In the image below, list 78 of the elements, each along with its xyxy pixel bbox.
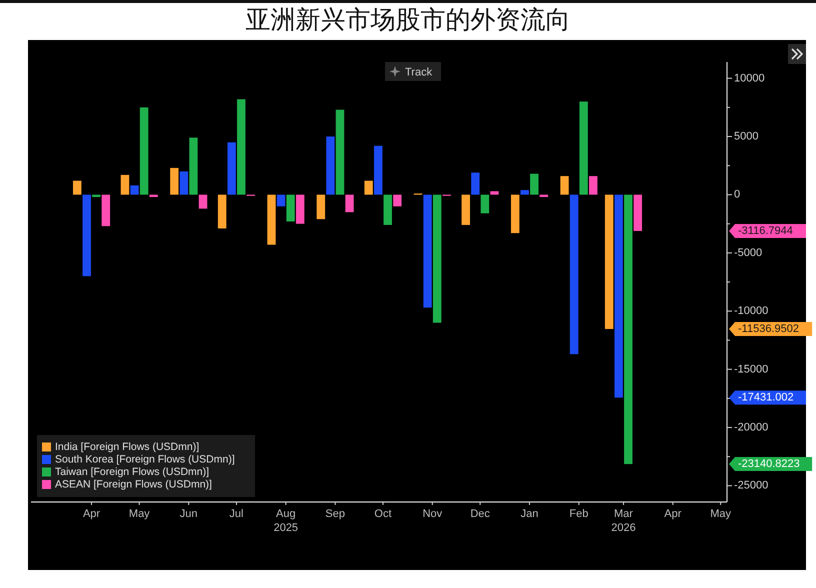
bar (326, 136, 335, 195)
bar (82, 194, 91, 276)
x-tick-label: Nov (422, 508, 443, 520)
bar (316, 194, 326, 220)
bar (237, 99, 246, 195)
x-tick-label: Apr (664, 508, 682, 520)
x-tick-label: Jun (180, 508, 198, 520)
bar (462, 194, 470, 225)
bar (170, 168, 179, 195)
x-tick-label: Sep (325, 508, 345, 520)
bar (604, 194, 614, 329)
bar (227, 142, 236, 195)
bar (72, 180, 82, 195)
bar (634, 194, 642, 231)
bar (589, 176, 598, 195)
bar (480, 194, 490, 214)
x-tick-label: Jan (520, 508, 538, 520)
legend-label: South Korea [Foreign Flows (USDmn)] (55, 454, 235, 466)
legend-label: ASEAN [Foreign Flows (USDmn)] (55, 478, 212, 490)
x-tick-label: Feb (569, 508, 588, 520)
text: -23140.8223 (738, 458, 800, 470)
x-tick-label: May (710, 508, 732, 520)
bar (92, 194, 101, 198)
bar (393, 194, 402, 206)
annotation: Track (405, 66, 433, 78)
bar (276, 194, 286, 206)
bar (490, 191, 499, 195)
legend-label: Taiwan [Foreign Flows (USDmn)] (55, 466, 210, 478)
y-tick-label: -20000 (734, 422, 768, 434)
bar (540, 194, 548, 198)
bar (130, 185, 139, 195)
y-tick-label: 5000 (734, 130, 758, 142)
text: -17431.002 (738, 392, 794, 404)
bar (520, 190, 529, 195)
bar (614, 194, 623, 398)
bar (510, 194, 520, 234)
bar (267, 194, 276, 245)
bar (384, 194, 392, 225)
legend-label: India [Foreign Flows (USDmn)] (55, 441, 200, 453)
bar (471, 172, 480, 195)
x-tick-label: Mar 2026 (611, 508, 636, 534)
bar (102, 194, 110, 226)
x-tick-label: Dec (470, 508, 490, 520)
y-tick-label: -15000 (734, 363, 768, 376)
bar (432, 194, 442, 323)
bar (336, 110, 344, 195)
x-tick-label: Apr (82, 508, 100, 520)
bar (423, 194, 432, 308)
x-tick-label: Oct (374, 508, 392, 520)
track-button: Track (385, 62, 441, 81)
y-tick-label: 10000 (734, 72, 765, 84)
x-tick-label: Jul (229, 508, 244, 520)
bar (198, 194, 208, 209)
bar (374, 146, 382, 195)
y-tick-label: -10000 (734, 305, 768, 318)
bar (180, 171, 188, 195)
y-tick-label: 0 (734, 188, 740, 201)
text: -3116.7944 (738, 224, 793, 237)
bar (189, 138, 198, 195)
bar (296, 194, 304, 224)
y-tick-label: -5000 (734, 246, 762, 259)
bar (560, 176, 569, 195)
x-tick-label: Aug 2025 (274, 508, 298, 534)
bar (579, 102, 588, 195)
bar (530, 174, 538, 195)
bar (345, 194, 354, 212)
bar (149, 194, 158, 198)
text: -11536.9502 (738, 322, 799, 335)
bar (570, 194, 578, 354)
bar (624, 194, 632, 464)
bar (286, 194, 295, 222)
x-tick-label: May (128, 508, 150, 520)
y-tick-label: -25000 (734, 480, 768, 492)
bar (364, 180, 373, 195)
bar (140, 107, 148, 195)
bar (218, 194, 226, 228)
bar (120, 174, 130, 195)
chart-title: 亚洲新兴市场股市的外资流向 (246, 6, 570, 34)
